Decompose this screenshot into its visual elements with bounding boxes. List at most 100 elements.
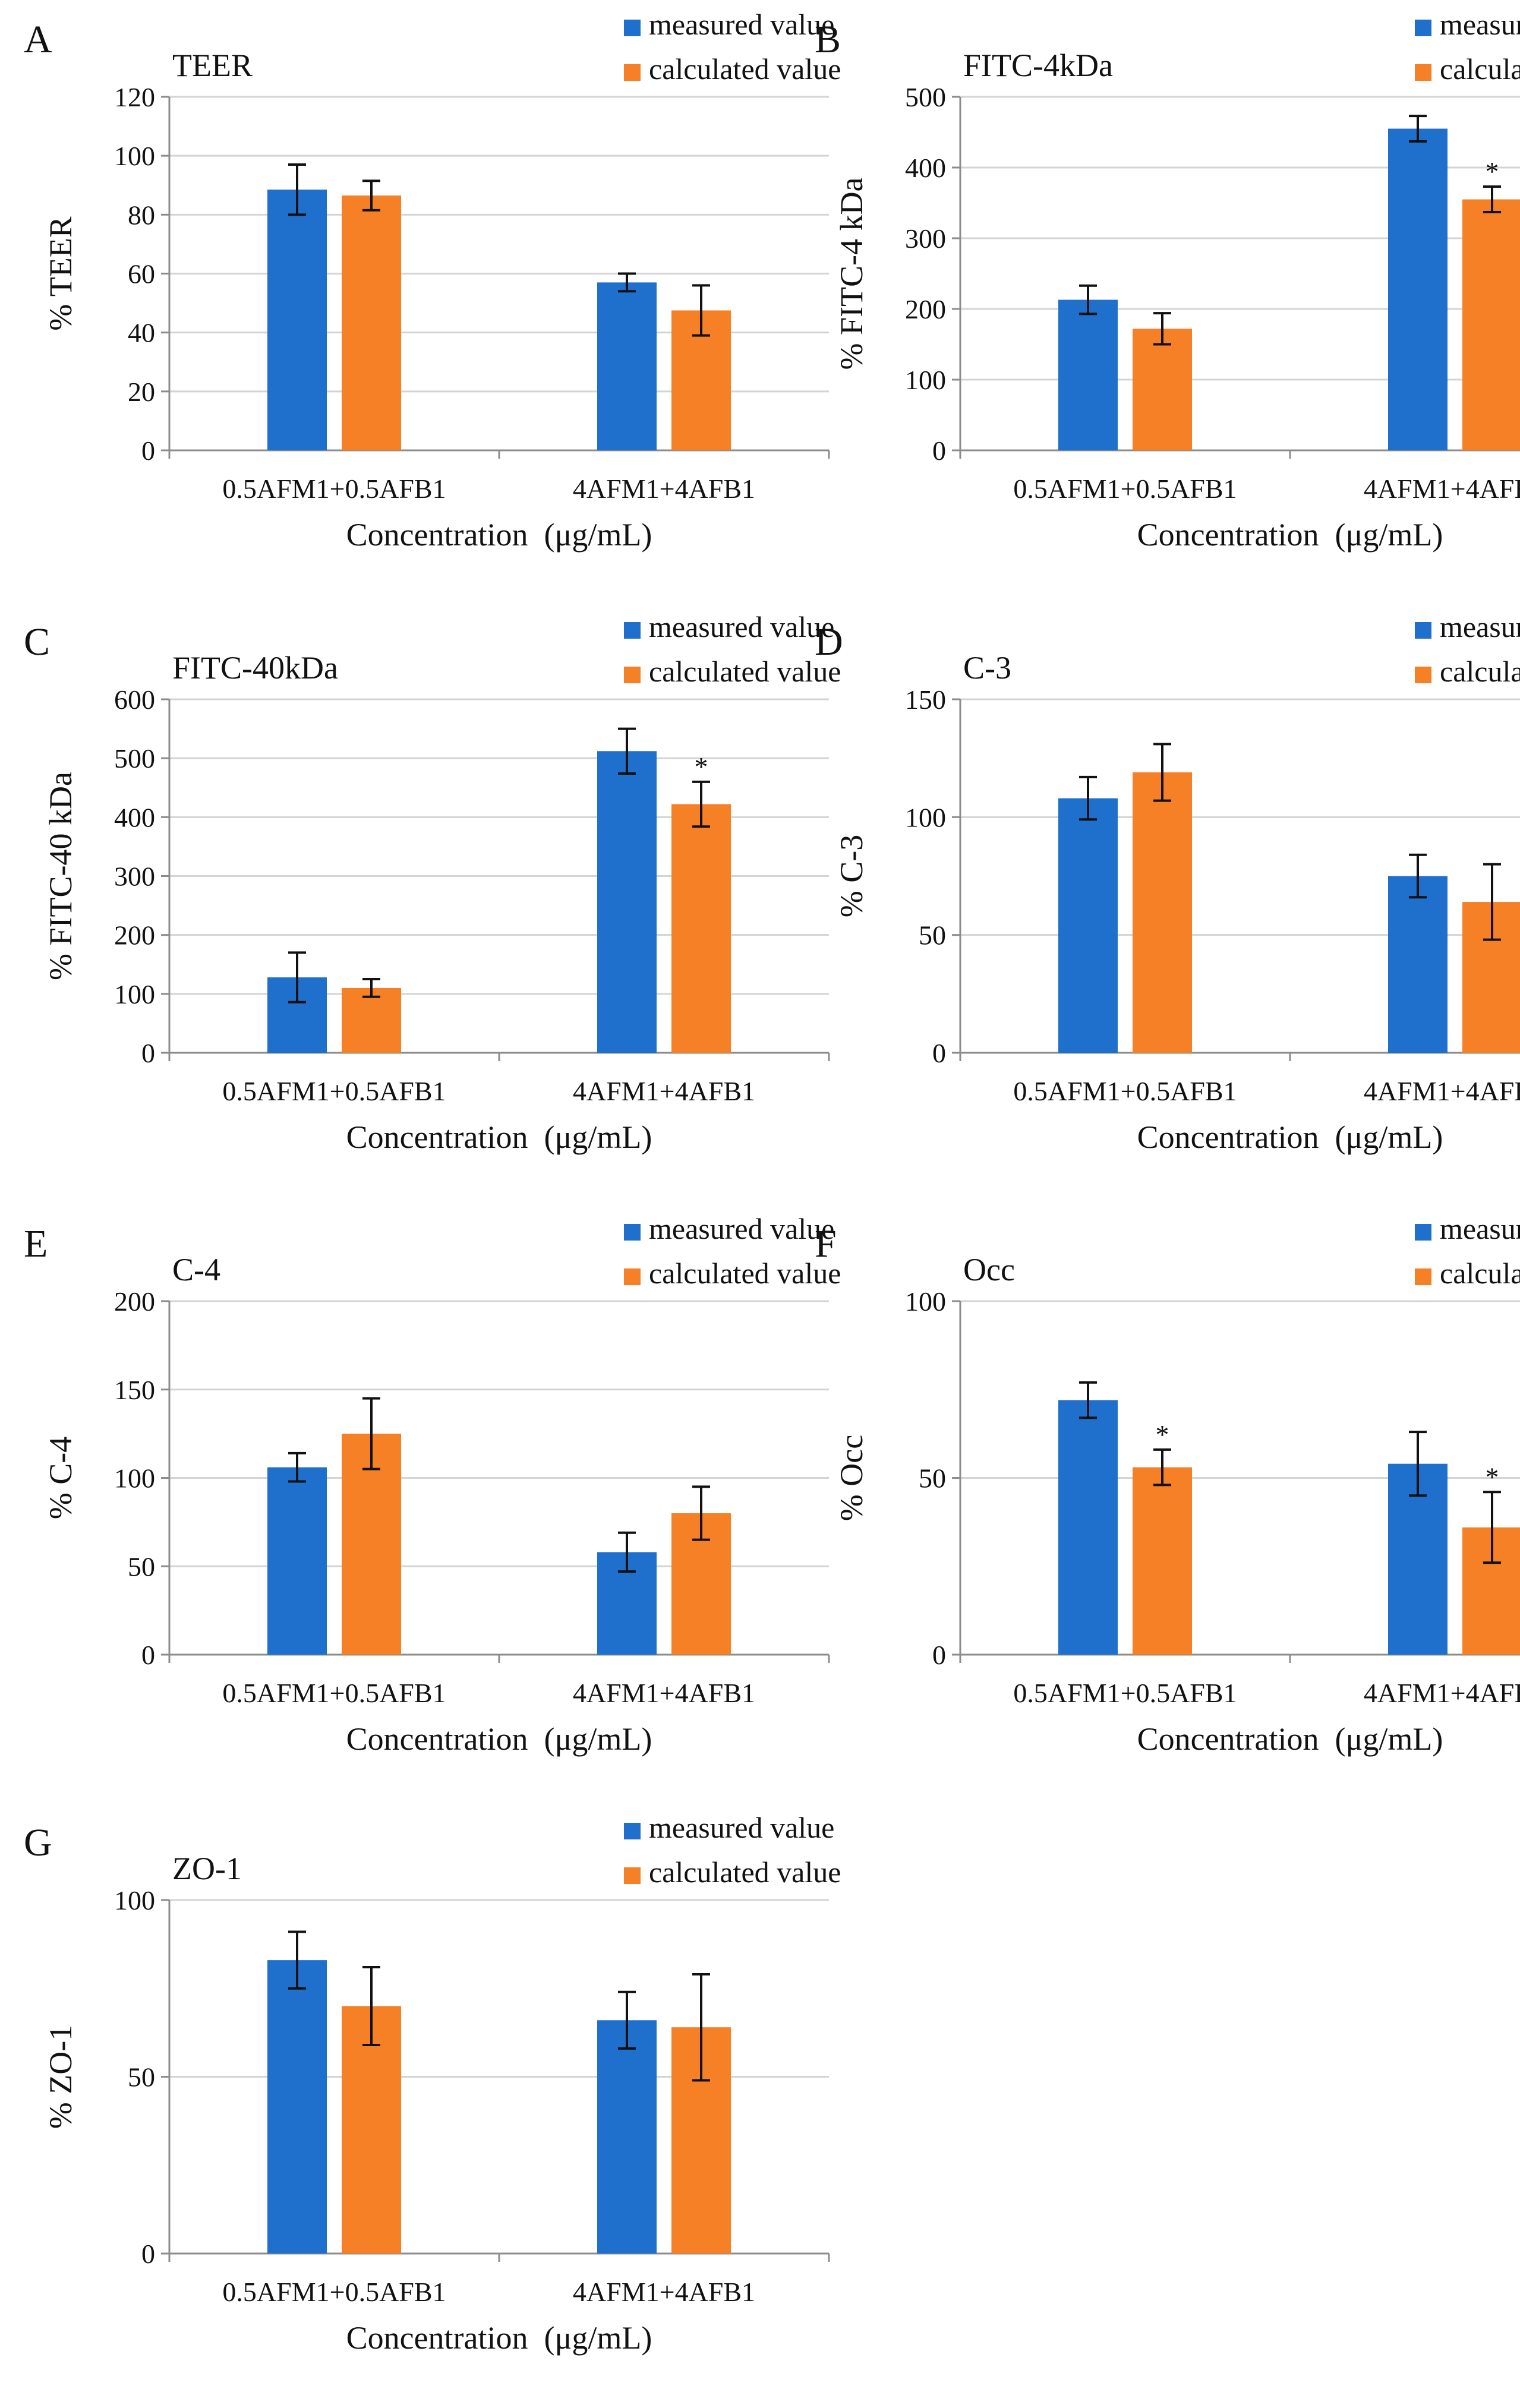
y-tick-label-b-1: 100	[905, 365, 946, 395]
chart-panel-e: 0 50 100 150 200 0.5AFM1+0.5AFB1 4AFM1+4AFB1 Co…	[24, 1212, 841, 1757]
y-tick-label-a-4: 80	[128, 200, 155, 230]
legend-label-d-1: calculated value	[1440, 655, 1520, 688]
bar-f-s1-c0	[1133, 1467, 1192, 1655]
significance-mark-f-1: *	[1486, 1462, 1499, 1492]
y-axis-title-f: % Occ	[834, 1435, 869, 1521]
y-axis-title-a: % TEER	[43, 216, 78, 330]
legend-swatch-f-0	[1415, 1224, 1431, 1241]
x-axis-title-g: Concentration (μg/mL)	[346, 2320, 652, 2356]
x-tick-label-g-1: 4AFM1+4AFB1	[573, 2277, 755, 2307]
y-tick-label-d-2: 100	[905, 802, 946, 832]
bar-b-s0-c0	[1058, 299, 1118, 450]
x-tick-label-d-0: 0.5AFM1+0.5AFB1	[1013, 1076, 1237, 1106]
y-tick-label-d-0: 0	[932, 1038, 946, 1068]
bar-g-s1-c0	[342, 2006, 401, 2254]
panel-letter-d: D	[815, 620, 843, 664]
y-tick-label-g-0: 0	[141, 2239, 155, 2269]
legend-swatch-c-1	[624, 667, 641, 683]
y-tick-label-a-1: 20	[128, 377, 155, 407]
y-axis-title-g: % ZO-1	[43, 2025, 78, 2129]
y-tick-label-e-3: 150	[114, 1375, 155, 1405]
y-tick-label-a-6: 120	[114, 82, 155, 112]
chart-title-d: C-3	[963, 650, 1011, 686]
legend-swatch-b-0	[1415, 20, 1431, 36]
bar-a-s0-c1	[597, 282, 657, 450]
bar-e-s0-c0	[267, 1467, 327, 1655]
y-axis-title-e: % C-4	[43, 1437, 78, 1519]
chart-title-f: Occ	[963, 1252, 1015, 1287]
panel-letter-e: E	[24, 1222, 48, 1265]
bar-g-s0-c0	[267, 1960, 327, 2254]
y-tick-label-a-0: 0	[141, 435, 155, 466]
x-tick-label-a-0: 0.5AFM1+0.5AFB1	[222, 474, 446, 504]
legend-label-e-0: measured value	[649, 1212, 834, 1245]
chart-panel-d: 0 50 100 150 0.5AFM1+0.5AFB1 4AFM1+4AFB1 Conce…	[815, 610, 1520, 1155]
bar-d-s1-c0	[1133, 772, 1192, 1053]
y-tick-label-d-3: 150	[905, 684, 946, 715]
y-tick-label-f-0: 0	[932, 1640, 946, 1670]
chart-panel-a: 0 20 40 60 80 100 120 0.5AFM1+0.5AFB1 4AFM1+4AFB…	[24, 8, 841, 553]
x-tick-label-e-1: 4AFM1+4AFB1	[573, 1678, 755, 1708]
x-tick-label-c-0: 0.5AFM1+0.5AFB1	[222, 1076, 446, 1106]
x-tick-label-e-0: 0.5AFM1+0.5AFB1	[222, 1678, 446, 1708]
legend-label-f-1: calculated value	[1440, 1257, 1520, 1290]
y-tick-label-c-6: 600	[114, 684, 155, 715]
y-tick-label-c-4: 400	[114, 802, 155, 832]
panel-letter-c: C	[24, 620, 50, 664]
chart-panel-f: 0 50 100 * 0.5AFM1+0.5AFB1 * 4AFM1+4AFB1 Concen…	[815, 1212, 1520, 1757]
bar-b-s1-c1	[1462, 199, 1520, 450]
bar-f-s0-c0	[1058, 1400, 1118, 1655]
y-tick-label-c-0: 0	[141, 1038, 155, 1068]
y-tick-label-a-3: 60	[128, 259, 155, 289]
panel-letter-a: A	[24, 18, 52, 61]
bar-a-s1-c0	[342, 195, 401, 450]
y-tick-label-c-2: 200	[114, 920, 155, 951]
bar-a-s0-c0	[267, 190, 327, 450]
legend-swatch-e-0	[624, 1224, 641, 1241]
bar-b-s0-c1	[1388, 128, 1448, 451]
y-axis-title-d: % C-3	[834, 835, 869, 917]
y-tick-label-f-2: 100	[905, 1286, 946, 1317]
legend-swatch-b-1	[1415, 64, 1431, 81]
significance-mark-c-0: *	[695, 752, 708, 782]
y-tick-label-e-4: 200	[114, 1286, 155, 1317]
chart-panel-c: 0 100 200 300 400 500 600 0.5AFM1+0.5AFB1 * 4AFM1…	[24, 610, 841, 1155]
chart-title-e: C-4	[172, 1252, 220, 1287]
y-tick-label-b-4: 400	[905, 153, 946, 183]
x-tick-label-a-1: 4AFM1+4AFB1	[573, 474, 755, 504]
legend-label-b-1: calculated value	[1440, 52, 1520, 86]
x-tick-label-f-1: 4AFM1+4AFB1	[1364, 1678, 1520, 1708]
bar-c-s1-c0	[342, 987, 401, 1053]
significance-mark-f-0: *	[1156, 1419, 1169, 1450]
x-axis-title-c: Concentration (μg/mL)	[346, 1119, 652, 1155]
legend-swatch-f-1	[1415, 1268, 1431, 1285]
y-tick-label-b-5: 500	[905, 82, 946, 112]
legend-swatch-a-0	[624, 20, 641, 36]
y-tick-label-b-3: 300	[905, 223, 946, 254]
y-axis-title-b: % FITC-4 kDa	[834, 177, 869, 370]
panel-letter-b: B	[815, 18, 841, 61]
legend-swatch-e-1	[624, 1268, 641, 1285]
x-tick-label-d-1: 4AFM1+4AFB1	[1364, 1076, 1520, 1106]
x-axis-title-a: Concentration (μg/mL)	[346, 517, 652, 553]
chart-title-b: FITC-4kDa	[963, 48, 1113, 83]
y-tick-label-c-1: 100	[114, 979, 155, 1009]
bar-c-s0-c1	[597, 751, 657, 1053]
bar-g-s0-c1	[597, 2020, 657, 2254]
legend-swatch-a-1	[624, 64, 641, 81]
y-tick-label-a-2: 40	[128, 318, 155, 348]
y-tick-label-d-1: 50	[919, 920, 946, 951]
chart-title-g: ZO-1	[172, 1851, 242, 1886]
legend-label-b-0: measured value	[1440, 8, 1520, 41]
y-tick-label-g-1: 50	[128, 2062, 155, 2093]
legend-label-a-1: calculated value	[649, 52, 841, 86]
bar-d-s0-c0	[1058, 798, 1118, 1053]
y-tick-label-e-2: 100	[114, 1463, 155, 1494]
bar-c-s1-c1	[671, 804, 731, 1053]
y-tick-label-b-0: 0	[932, 435, 946, 466]
x-axis-title-d: Concentration (μg/mL)	[1137, 1119, 1443, 1155]
y-tick-label-b-2: 200	[905, 294, 946, 324]
legend-label-a-0: measured value	[649, 8, 834, 41]
x-tick-label-b-0: 0.5AFM1+0.5AFB1	[1013, 474, 1237, 504]
